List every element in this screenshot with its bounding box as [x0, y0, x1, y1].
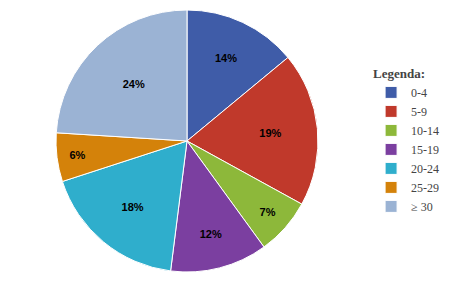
svg-text:15-19: 15-19: [411, 143, 439, 157]
svg-text:12%: 12%: [200, 228, 222, 240]
svg-text:10-14: 10-14: [411, 124, 439, 138]
svg-text:0-4: 0-4: [411, 86, 427, 100]
svg-text:≥ 30: ≥ 30: [411, 200, 433, 214]
svg-text:24%: 24%: [123, 78, 145, 90]
svg-text:5-9: 5-9: [411, 105, 427, 119]
svg-text:25-29: 25-29: [411, 181, 439, 195]
svg-text:Legenda:: Legenda:: [373, 66, 425, 81]
svg-text:6%: 6%: [69, 149, 85, 161]
svg-text:19%: 19%: [259, 127, 281, 139]
svg-text:14%: 14%: [215, 52, 237, 64]
svg-text:7%: 7%: [260, 206, 276, 218]
svg-text:18%: 18%: [122, 201, 144, 213]
svg-text:20-24: 20-24: [411, 162, 439, 176]
